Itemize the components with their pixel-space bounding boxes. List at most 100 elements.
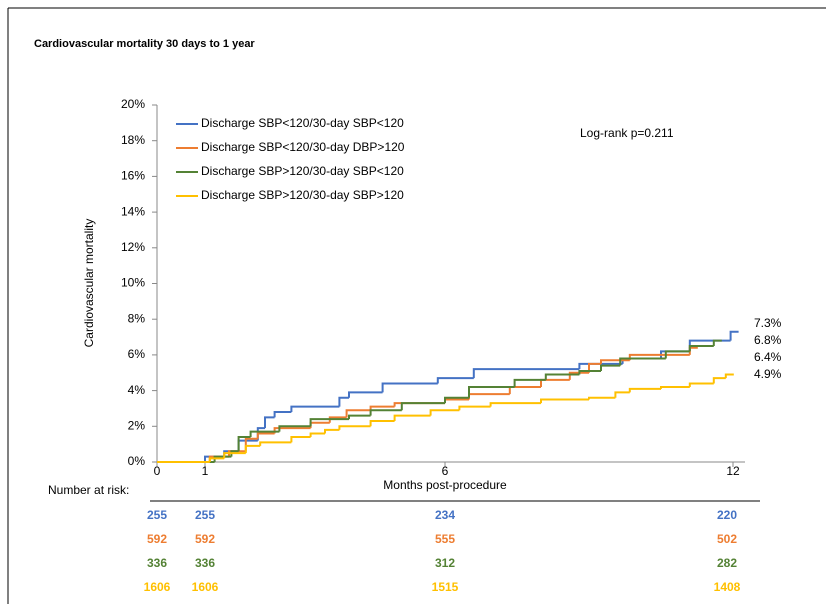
risk-count: 255	[195, 508, 215, 522]
annotation: Log-rank p=0.211	[580, 126, 674, 140]
survival-step	[540, 378, 570, 388]
survival-step	[273, 411, 292, 418]
survival-step	[237, 436, 251, 452]
risk-count: 592	[147, 532, 167, 546]
legend-label: Discharge SBP<120/30-day DBP>120	[201, 140, 405, 154]
survival-step	[712, 377, 726, 384]
risk-count: 1606	[144, 580, 171, 594]
survival-step	[208, 457, 225, 462]
risk-count: 312	[435, 556, 455, 570]
survival-step	[729, 330, 739, 341]
survival-step	[588, 362, 601, 373]
y-tick-label: 2%	[128, 418, 146, 432]
risk-count: 336	[195, 556, 215, 570]
risk-count: 220	[717, 508, 737, 522]
survival-step	[264, 416, 275, 429]
risk-count: 502	[717, 532, 737, 546]
y-tick-label: 8%	[128, 311, 146, 325]
survival-step	[688, 346, 698, 355]
end-label: 7.3%	[754, 316, 782, 330]
survival-step	[468, 386, 515, 398]
x-tick-label: 0	[154, 464, 161, 478]
y-tick-label: 0%	[128, 454, 146, 468]
survival-step	[619, 357, 666, 366]
survival-step	[369, 419, 395, 427]
survival-step	[444, 398, 469, 404]
x-axis-label: Months post-procedure	[383, 478, 507, 492]
survival-step	[278, 425, 311, 432]
legend-label: Discharge SBP>120/30-day SBP<120	[201, 164, 404, 178]
survival-step	[628, 387, 661, 393]
survival-step	[338, 396, 349, 407]
y-tick-label: 20%	[121, 97, 145, 111]
survival-step	[369, 405, 395, 411]
survival-step	[309, 432, 325, 438]
y-tick-label: 4%	[128, 383, 146, 397]
survival-step	[290, 405, 340, 413]
survival-step	[436, 377, 474, 384]
survival-step	[540, 398, 589, 404]
survival-step	[568, 371, 589, 380]
x-tick-label: 6	[442, 464, 449, 478]
survival-step	[513, 378, 546, 388]
end-label: 4.9%	[754, 367, 782, 381]
survival-step	[712, 339, 722, 346]
survival-step	[688, 382, 714, 388]
risk-count: 555	[435, 532, 455, 546]
survival-step	[614, 391, 630, 398]
survival-step	[223, 452, 246, 459]
risk-count: 255	[147, 508, 167, 522]
survival-step	[544, 373, 580, 380]
survival-step	[228, 450, 246, 457]
risk-count: 592	[195, 532, 215, 546]
chart-title: Cardiovascular mortality 30 days to 1 ye…	[34, 38, 255, 50]
y-tick-label: 10%	[121, 276, 145, 290]
survival-step	[348, 391, 383, 398]
survival-step	[472, 368, 580, 379]
end-label: 6.8%	[754, 333, 782, 347]
y-tick-label: 18%	[121, 133, 145, 147]
risk-count: 1515	[432, 580, 459, 594]
survival-step	[230, 450, 239, 457]
legend-label: Discharge SBP>120/30-day SBP>120	[201, 188, 404, 202]
risk-label: Number at risk:	[48, 483, 129, 497]
y-tick-label: 16%	[121, 169, 145, 183]
risk-count: 336	[147, 556, 167, 570]
survival-step	[328, 416, 347, 423]
survival-step	[244, 444, 261, 454]
survival-step	[324, 428, 340, 434]
survival-step	[429, 409, 460, 416]
survival-step	[259, 441, 292, 446]
survival-step	[338, 425, 371, 430]
survival-step	[600, 364, 621, 371]
survival-step	[688, 344, 714, 352]
survival-step	[290, 436, 311, 443]
survival-step	[249, 430, 280, 438]
survival-step	[468, 393, 510, 400]
survival-step	[660, 386, 690, 389]
survival-step	[508, 386, 541, 395]
x-tick-label: 12	[726, 464, 740, 478]
survival-step	[381, 382, 438, 393]
survival-step	[256, 432, 275, 439]
survival-step	[369, 409, 402, 416]
survival-step	[578, 362, 623, 370]
risk-count: 282	[717, 556, 737, 570]
survival-step	[309, 418, 349, 427]
end-label: 6.4%	[754, 350, 782, 364]
survival-step	[309, 421, 330, 429]
risk-count: 1408	[714, 580, 741, 594]
legend-label: Discharge SBP<120/30-day SBP<120	[201, 116, 404, 130]
survival-step	[724, 373, 734, 379]
risk-count: 234	[435, 508, 455, 522]
survival-step	[578, 369, 601, 375]
x-tick-label: 1	[202, 464, 209, 478]
survival-step	[348, 414, 371, 420]
survival-step	[489, 402, 541, 407]
y-tick-label: 6%	[128, 347, 146, 361]
survival-step	[393, 414, 431, 421]
risk-count: 1606	[192, 580, 219, 594]
survival-step	[588, 396, 616, 400]
survival-step	[458, 405, 491, 411]
survival-step	[400, 402, 445, 411]
